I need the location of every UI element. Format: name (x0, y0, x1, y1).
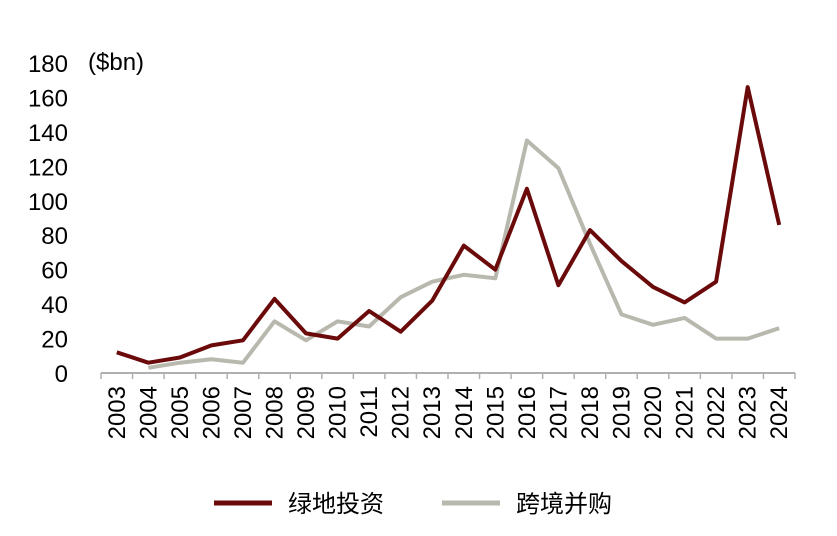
y-tick-label: 0 (55, 361, 68, 388)
x-tick-label: 2023 (735, 386, 762, 439)
x-tick-label: 2006 (198, 386, 225, 439)
legend-label-cross-border-ma: 跨境并购 (516, 490, 612, 518)
series-lines (116, 85, 782, 370)
x-tick-label: 2015 (482, 386, 509, 439)
x-tick-label: 2014 (451, 386, 478, 439)
y-tick-label: 140 (28, 120, 68, 147)
x-tick-label: 2003 (104, 386, 131, 439)
y-tick-label: 180 (28, 51, 68, 78)
legend: 绿地投资 跨境并购 (214, 490, 612, 518)
x-tick-label: 2007 (230, 386, 257, 439)
x-tick-label: 2004 (135, 386, 162, 439)
x-tick-label: 2010 (325, 386, 352, 439)
x-tick-label: 2005 (167, 386, 194, 439)
legend-label-green-investment: 绿地投资 (288, 490, 384, 518)
x-tick-label: 2022 (703, 386, 730, 439)
x-axis-labels: 2003 2004 2005 2006 2007 2008 2009 2010 2011 2012… (104, 386, 793, 439)
y-tick-label: 20 (41, 327, 68, 354)
x-tick-label: 2018 (577, 386, 604, 439)
y-axis-ticks: 0 20 40 60 80 100 120 140 160 180 (28, 51, 68, 388)
x-tick-label: 2016 (514, 386, 541, 439)
x-tick-label: 2013 (419, 386, 446, 439)
x-axis-ticks (100, 373, 796, 379)
y-tick-label: 120 (28, 154, 68, 181)
y-tick-label: 40 (41, 292, 68, 319)
x-tick-label: 2021 (672, 386, 699, 439)
x-tick-label: 2019 (609, 386, 636, 439)
x-tick-label: 2012 (388, 386, 415, 439)
x-tick-label: 2011 (356, 386, 383, 438)
series-line-green-investment (116, 85, 782, 365)
y-tick-label: 60 (41, 258, 68, 285)
x-tick-label: 2009 (293, 386, 320, 439)
series-line-cross-border-ma (147, 138, 780, 370)
x-tick-label: 2020 (640, 386, 667, 439)
y-tick-label: 160 (28, 85, 68, 112)
x-tick-label: 2017 (545, 386, 572, 439)
x-tick-label: 2024 (766, 386, 793, 439)
y-tick-label: 80 (41, 223, 68, 250)
y-tick-label: 100 (28, 189, 68, 216)
unit-label: ($bn) (88, 49, 144, 76)
x-tick-label: 2008 (262, 386, 289, 439)
